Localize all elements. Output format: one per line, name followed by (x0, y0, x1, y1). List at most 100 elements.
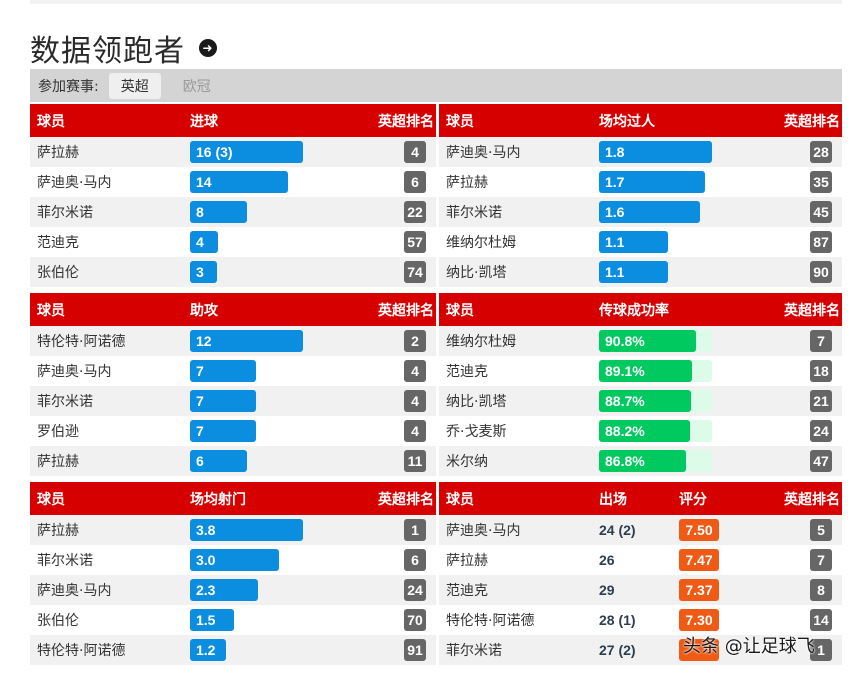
player-name[interactable]: 张伯伦 (37, 613, 79, 629)
player-name[interactable]: 维纳尔杜姆 (446, 235, 516, 251)
player-name[interactable]: 菲尔米诺 (446, 643, 502, 659)
player-name[interactable]: 特伦特·阿诺德 (37, 643, 126, 659)
player-name[interactable]: 萨拉赫 (446, 175, 488, 191)
column-header-stat[interactable]: 传球成功率 (599, 302, 669, 319)
league-rank-badge: 11 (404, 450, 426, 472)
player-name[interactable]: 萨拉赫 (37, 454, 79, 470)
column-header-rank[interactable]: 英超排名 (784, 491, 840, 508)
player-name[interactable]: 萨拉赫 (37, 145, 79, 161)
player-name[interactable]: 特伦特·阿诺德 (446, 613, 535, 629)
table-row[interactable]: 萨拉赫 16 (3) 4 (30, 137, 436, 167)
column-header-rank[interactable]: 英超排名 (378, 302, 434, 319)
table-row[interactable]: 萨迪奥·马内 7 4 (30, 356, 436, 386)
player-name[interactable]: 张伯伦 (37, 265, 79, 281)
column-header-rank[interactable]: 英超排名 (378, 113, 434, 130)
table-row[interactable]: 米尔纳 86.8% 47 (439, 446, 842, 476)
column-header-stat[interactable]: 助攻 (190, 302, 218, 319)
stat-bar: 3 (190, 261, 217, 283)
table-row[interactable]: 萨拉赫 6 11 (30, 446, 436, 476)
league-rank-badge: 7 (810, 549, 832, 571)
player-name[interactable]: 萨拉赫 (37, 523, 79, 539)
stat-bar: 89.1% (599, 360, 692, 382)
player-name[interactable]: 纳比·凯塔 (446, 394, 507, 410)
player-name[interactable]: 萨迪奥·马内 (37, 175, 112, 191)
player-name[interactable]: 菲尔米诺 (37, 553, 93, 569)
column-header-player[interactable]: 球员 (446, 302, 474, 319)
column-header-rank[interactable]: 英超排名 (784, 302, 840, 319)
column-header-rank[interactable]: 英超排名 (378, 491, 434, 508)
stat-bar: 2.3 (190, 579, 258, 601)
column-header-player[interactable]: 球员 (446, 491, 474, 508)
stat-bar: 7 (190, 420, 256, 442)
table-row[interactable]: 范迪克 29 7.37 8 (439, 575, 842, 605)
table-row[interactable]: 张伯伦 3 74 (30, 257, 436, 287)
tab-premier-league[interactable]: 英超 (108, 72, 161, 99)
table-row[interactable]: 罗伯逊 7 4 (30, 416, 436, 446)
stat-bar: 4 (190, 231, 218, 253)
player-name[interactable]: 乔·戈麦斯 (446, 424, 507, 440)
table-row[interactable]: 萨拉赫 26 7.47 7 (439, 545, 842, 575)
player-name[interactable]: 罗伯逊 (37, 424, 79, 440)
table-row[interactable]: 菲尔米诺 1.6 45 (439, 197, 842, 227)
watermark: 头条 @让足球飞 (683, 636, 815, 657)
column-header-rank[interactable]: 英超排名 (784, 113, 840, 130)
table-row[interactable]: 萨迪奥·马内 14 6 (30, 167, 436, 197)
league-rank-badge: 87 (810, 231, 832, 253)
column-header-apps[interactable]: 出场 (599, 491, 627, 508)
player-name[interactable]: 菲尔米诺 (37, 394, 93, 410)
panel-passing: 球员 传球成功率 英超排名 维纳尔杜姆 90.8% 7 范迪克 89.1% 18 纳比·凯塔 88.… (439, 293, 842, 476)
column-header-player[interactable]: 球员 (37, 113, 65, 130)
table-row[interactable]: 菲尔米诺 27 (2) 1 (439, 635, 842, 665)
panel-header: 球员 进球 英超排名 (30, 104, 436, 137)
table-row[interactable]: 菲尔米诺 7 4 (30, 386, 436, 416)
player-name[interactable]: 范迪克 (446, 364, 488, 380)
table-row[interactable]: 萨迪奥·马内 24 (2) 7.50 5 (439, 515, 842, 545)
column-header-player[interactable]: 球员 (446, 113, 474, 130)
table-row[interactable]: 纳比·凯塔 88.7% 21 (439, 386, 842, 416)
table-row[interactable]: 特伦特·阿诺德 12 2 (30, 326, 436, 356)
table-row[interactable]: 维纳尔杜姆 90.8% 7 (439, 326, 842, 356)
column-header-stat[interactable]: 场均射门 (190, 491, 246, 508)
player-name[interactable]: 萨迪奥·马内 (37, 364, 112, 380)
table-row[interactable]: 纳比·凯塔 1.1 90 (439, 257, 842, 287)
player-name[interactable]: 特伦特·阿诺德 (37, 334, 126, 350)
player-name[interactable]: 维纳尔杜姆 (446, 334, 516, 350)
player-name[interactable]: 菲尔米诺 (446, 205, 502, 221)
league-rank-badge: 90 (810, 261, 832, 283)
table-row[interactable]: 萨拉赫 1.7 35 (439, 167, 842, 197)
column-header-stat[interactable]: 进球 (190, 113, 218, 130)
player-name[interactable]: 范迪克 (446, 583, 488, 599)
table-row[interactable]: 萨拉赫 3.8 1 (30, 515, 436, 545)
table-row[interactable]: 萨迪奥·马内 2.3 24 (30, 575, 436, 605)
appearances: 29 (599, 582, 615, 598)
table-row[interactable]: 维纳尔杜姆 1.1 87 (439, 227, 842, 257)
league-rank-badge: 6 (404, 171, 426, 193)
table-row[interactable]: 范迪克 4 57 (30, 227, 436, 257)
player-name[interactable]: 萨迪奥·马内 (37, 583, 112, 599)
column-header-player[interactable]: 球员 (37, 491, 65, 508)
table-row[interactable]: 特伦特·阿诺德 28 (1) 7.30 14 (439, 605, 842, 635)
player-name[interactable]: 萨迪奥·马内 (446, 523, 521, 539)
league-rank-badge: 4 (404, 420, 426, 442)
table-row[interactable]: 萨迪奥·马内 1.8 28 (439, 137, 842, 167)
arrow-right-circle-icon[interactable]: ➜ (199, 39, 217, 57)
column-header-rating[interactable]: 评分 (679, 491, 707, 508)
player-name[interactable]: 范迪克 (37, 235, 79, 251)
column-header-stat[interactable]: 场均过人 (599, 113, 655, 130)
player-name[interactable]: 米尔纳 (446, 454, 488, 470)
table-row[interactable]: 菲尔米诺 8 22 (30, 197, 436, 227)
column-header-player[interactable]: 球员 (37, 302, 65, 319)
player-name[interactable]: 萨迪奥·马内 (446, 145, 521, 161)
table-row[interactable]: 范迪克 89.1% 18 (439, 356, 842, 386)
table-row[interactable]: 特伦特·阿诺德 1.2 91 (30, 635, 436, 665)
player-name[interactable]: 纳比·凯塔 (446, 265, 507, 281)
table-row[interactable]: 菲尔米诺 3.0 6 (30, 545, 436, 575)
player-name[interactable]: 萨拉赫 (446, 553, 488, 569)
table-row[interactable]: 乔·戈麦斯 88.2% 24 (439, 416, 842, 446)
page-title-text: 数据领跑者 (30, 34, 185, 69)
player-name[interactable]: 菲尔米诺 (37, 205, 93, 221)
league-rank-badge: 28 (810, 141, 832, 163)
rating-badge (679, 639, 719, 661)
tab-champions-league[interactable]: 欧冠 (182, 78, 211, 95)
table-row[interactable]: 张伯伦 1.5 70 (30, 605, 436, 635)
